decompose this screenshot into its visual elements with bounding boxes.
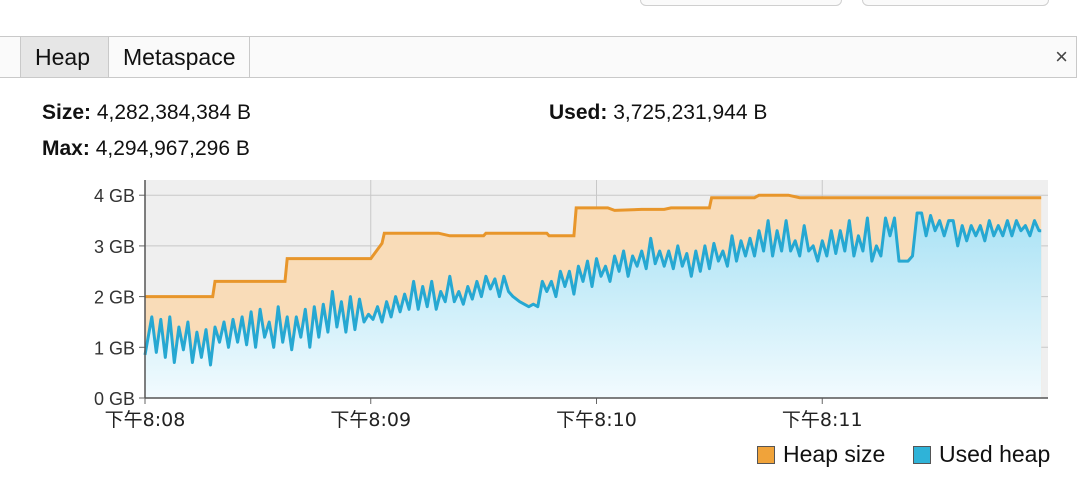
used-heap-line	[143, 211, 1042, 367]
x-tick-label: 下午8:10	[556, 409, 637, 431]
y-tick-label: 2 GB	[94, 288, 135, 308]
heap-size-swatch	[757, 445, 775, 464]
heap-size-line	[145, 193, 1042, 299]
top-toolbar-edge	[0, 0, 1080, 30]
used-stat: Used: 3,725,231,944 B	[549, 101, 767, 125]
heap-chart-svg: 0 GB 1 GB 2 GB 3 GB 4 GB 下午8:08 下午8:09 下午8:10 下午…	[94, 180, 1048, 431]
legend-heap-size: Heap size	[757, 441, 885, 468]
y-tick-label: 4 GB	[94, 186, 135, 206]
heap-chart: 0 GB 1 GB 2 GB 3 GB 4 GB 下午8:08 下午8:09 下午8:10 下午…	[0, 170, 1080, 482]
used-value: 3,725,231,944 B	[613, 101, 768, 124]
max-label: Max:	[42, 137, 90, 160]
toolbar-button-stub[interactable]	[640, 0, 842, 6]
size-stat: Size: 4,282,384,384 B	[42, 101, 251, 125]
size-label: Size:	[42, 101, 92, 124]
used-heap-swatch	[913, 445, 931, 464]
max-value: 4,294,967,296 B	[95, 137, 250, 160]
y-tick-label: 1 GB	[94, 338, 135, 358]
legend-heap-size-label: Heap size	[783, 441, 886, 467]
legend-used-heap: Used heap	[913, 441, 1050, 468]
toolbar-button-stub[interactable]	[862, 0, 1049, 6]
legend-used-heap-label: Used heap	[939, 441, 1051, 467]
tab-heap[interactable]: Heap	[20, 37, 109, 77]
tab-metaspace[interactable]: Metaspace	[109, 37, 250, 77]
y-tick-label: 0 GB	[94, 389, 135, 409]
close-icon[interactable]: ×	[1055, 44, 1068, 69]
max-stat: Max: 4,294,967,296 B	[42, 137, 250, 161]
size-value: 4,282,384,384 B	[96, 101, 251, 124]
tab-bar: Heap Metaspace ×	[0, 36, 1077, 78]
y-tick-label: 3 GB	[94, 237, 135, 257]
x-tick-label: 下午8:11	[782, 409, 863, 431]
x-tick-label: 下午8:08	[105, 409, 186, 431]
x-tick-label: 下午8:09	[330, 409, 411, 431]
used-label: Used:	[549, 101, 608, 124]
